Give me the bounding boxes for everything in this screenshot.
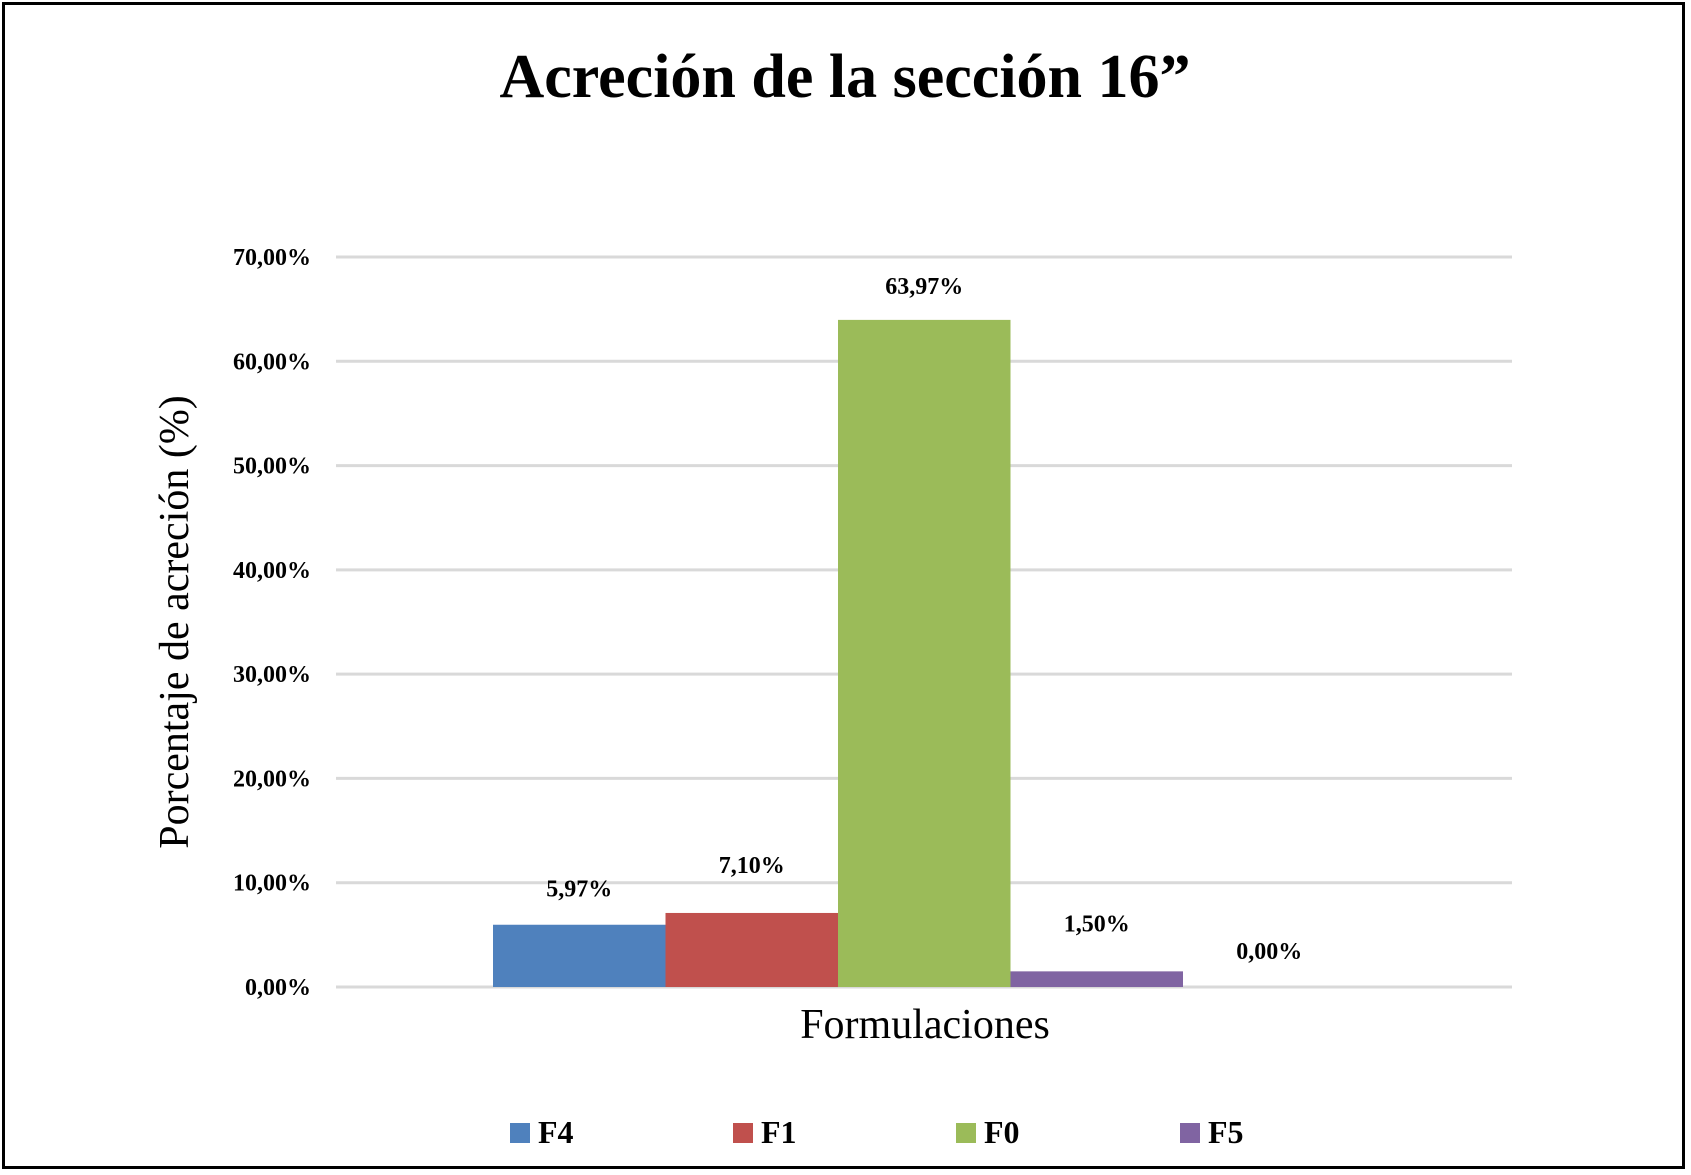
bar-f4 — [493, 924, 666, 987]
y-tick-label: 30,00% — [233, 662, 311, 688]
x-axis-title: Formulaciones — [800, 1002, 1050, 1048]
data-label: 7,10% — [719, 853, 785, 879]
bars — [493, 319, 1183, 987]
legend-label: F0 — [984, 1114, 1020, 1150]
data-labels: 5,97% 7,10% 63,97% 1,50% 0,00% — [546, 274, 1302, 965]
y-axis-title: Porcentaje de acreción (%) — [152, 395, 198, 849]
data-label: 5,97% — [546, 877, 612, 903]
bar-f0 — [838, 319, 1011, 987]
legend-label: F4 — [538, 1114, 574, 1150]
y-tick-label: 10,00% — [233, 871, 311, 897]
legend-label: F1 — [761, 1114, 797, 1150]
legend-label: F5 — [1208, 1114, 1244, 1150]
y-tick-label: 0,00% — [245, 975, 311, 1001]
legend-swatch — [956, 1123, 976, 1143]
bar-f1 — [665, 912, 838, 987]
y-tick-label: 60,00% — [233, 349, 311, 375]
y-tick-label: 70,00% — [233, 245, 311, 271]
bar-f5 — [1010, 971, 1183, 987]
legend-swatch — [510, 1123, 530, 1143]
data-label: 63,97% — [885, 274, 963, 300]
y-axis-ticks: 0,00% 10,00% 20,00% 30,00% 40,00% 50,00% 60,00… — [233, 245, 311, 1001]
legend-swatch — [1180, 1123, 1200, 1143]
y-tick-label: 20,00% — [233, 766, 311, 792]
legend-swatch — [733, 1123, 753, 1143]
y-tick-label: 50,00% — [233, 454, 311, 480]
data-label: 1,50% — [1064, 911, 1130, 937]
y-tick-label: 40,00% — [233, 558, 311, 584]
legend: F4 F1 F0 F5 — [510, 1114, 1244, 1150]
chart-title: Acreción de la sección 16” — [499, 43, 1190, 111]
data-label: 0,00% — [1236, 939, 1302, 965]
